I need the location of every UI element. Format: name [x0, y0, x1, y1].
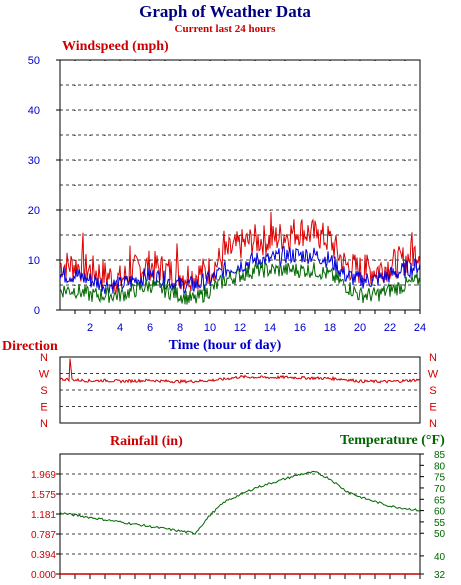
rainfall-tick-label: 1.181: [31, 510, 56, 521]
temperature-tick-label: 65: [434, 495, 446, 506]
rainfall-temperature-series: [59, 470, 421, 575]
direction-tick-label-right: N: [429, 352, 437, 364]
x-tick-label: 20: [354, 322, 366, 334]
rainfall-axis-label: Rainfall (in): [110, 434, 183, 449]
temperature-tick-label: 50: [434, 529, 446, 540]
rainfall-x-ticks: [59, 574, 421, 579]
direction-tick-label-left: S: [40, 385, 47, 397]
windspeed-series-line: [59, 260, 421, 305]
direction-tick-label-right: N: [429, 418, 437, 430]
direction-tick-label-left: E: [40, 402, 47, 414]
temperature-tick-label: 32: [434, 570, 446, 581]
temperature-tick-label: 75: [434, 473, 446, 484]
windspeed-grid: [60, 60, 420, 310]
temperature-axis-label: Temperature (°F): [340, 433, 445, 448]
rainfall-tick-label: 0.787: [31, 530, 56, 541]
direction-tick-label-right: W: [428, 369, 439, 381]
y-tick-label: 30: [28, 155, 40, 167]
direction-tick-label-right: E: [429, 402, 436, 414]
x-tick-label: 16: [294, 322, 306, 334]
temperature-tick-label: 40: [434, 552, 446, 563]
x-tick-label: 14: [264, 322, 276, 334]
time-axis-label: Time (hour of day): [169, 338, 282, 353]
x-tick-label: 4: [117, 322, 123, 334]
temperature-tick-label: 70: [434, 484, 446, 495]
temperature-tick-label: 85: [434, 450, 446, 461]
temperature-tick-label: 80: [434, 461, 446, 472]
windspeed-series: [59, 211, 421, 305]
x-tick-label: 18: [324, 322, 336, 334]
y-tick-label: 0: [34, 305, 40, 317]
x-tick-label: 22: [384, 322, 396, 334]
rainfall-tick-label: 1.969: [31, 470, 56, 481]
chart-subtitle: Current last 24 hours: [175, 23, 277, 35]
direction-ticks: N NW WS SE EN N: [39, 352, 439, 430]
direction-tick-label-left: W: [39, 369, 50, 381]
windspeed-x-ticks: 2 4 6 8 10 12 14 16 18 20 22 24: [74, 310, 426, 334]
windspeed-series-line: [59, 211, 421, 295]
rainfall-tick-label: 0.394: [31, 550, 56, 561]
direction-tick-label-left: N: [40, 418, 48, 430]
rainfall-y-ticks: 0.000 0.394 0.787 1.181 1.575 1.969: [31, 470, 60, 581]
x-tick-label: 2: [87, 322, 93, 334]
temperature-series-line: [59, 470, 421, 535]
y-tick-label: 20: [28, 205, 40, 217]
windspeed-axis-label: Windspeed (mph): [62, 39, 169, 54]
temperature-tick-label: 55: [434, 518, 446, 529]
y-tick-label: 10: [28, 255, 40, 267]
direction-tick-label-right: S: [429, 385, 436, 397]
y-tick-label: 40: [28, 105, 40, 117]
temperature-tick-label: 60: [434, 507, 446, 518]
direction-tick-label-left: N: [40, 352, 48, 364]
x-tick-label: 8: [177, 322, 183, 334]
rainfall-temperature-grid: [60, 473, 420, 555]
rainfall-tick-label: 0.000: [31, 570, 56, 581]
y-tick-label: 50: [28, 55, 40, 67]
direction-panel: N NW WS SE EN N: [39, 352, 439, 430]
chart-title: Graph of Weather Data: [139, 2, 311, 21]
x-tick-label: 6: [147, 322, 153, 334]
x-tick-label: 10: [204, 322, 216, 334]
windspeed-y-ticks: 0 10 20 30 40 50: [28, 55, 60, 317]
direction-axis-label: Direction: [2, 339, 58, 354]
x-tick-label: 12: [234, 322, 246, 334]
direction-series-line: [59, 358, 421, 384]
windspeed-series-line: [59, 245, 421, 296]
x-tick-label: 24: [414, 322, 426, 334]
direction-grid: [60, 373, 420, 407]
rainfall-tick-label: 1.575: [31, 490, 56, 501]
direction-series: [59, 358, 421, 384]
